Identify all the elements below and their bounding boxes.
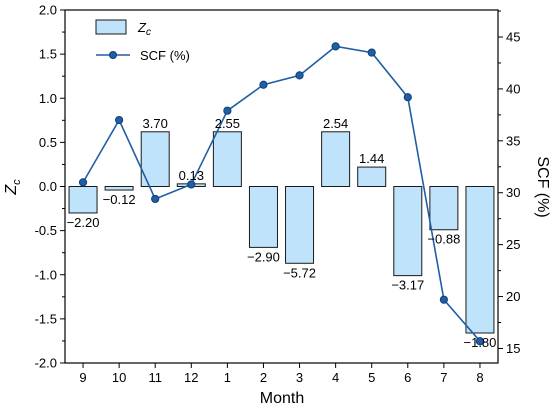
scf-point-7 — [439, 295, 448, 304]
bar-value-label: 1.44 — [359, 151, 384, 166]
bars-layer — [68, 131, 495, 334]
scf-point-11 — [151, 194, 160, 204]
x-tick-label: 9 — [79, 370, 86, 385]
x-tick-label: 3 — [296, 370, 303, 385]
x-tick-label: 6 — [404, 370, 411, 385]
bar-zc-7 — [429, 186, 459, 231]
legend-label-zc: Zc — [137, 20, 151, 38]
legend-label-scf: SCF (%) — [140, 48, 190, 63]
bar-value-label: −1.80 — [464, 335, 497, 350]
x-tick-label: 7 — [440, 370, 447, 385]
bar-zc-6 — [393, 186, 423, 277]
y-right-tick-label: 25 — [506, 237, 520, 252]
bar-value-label: −2.90 — [247, 249, 280, 264]
bar-zc-10 — [104, 186, 134, 191]
legend: Zc SCF (%) — [95, 19, 190, 63]
bar-value-label: −3.17 — [391, 278, 424, 293]
x-tick-label: 8 — [476, 370, 483, 385]
x-tick-label: 4 — [332, 370, 339, 385]
scf-line — [82, 45, 481, 342]
bar-zc-4 — [321, 131, 351, 188]
scf-point-10 — [115, 115, 124, 125]
bar-value-label: 2.54 — [323, 116, 348, 131]
labels-layer: −2.20−0.12 3.70 0.13 2.55 −2.90−5.72 2.54 1.44… — [67, 116, 497, 350]
bar-zc-9 — [68, 186, 98, 214]
y-right-tick-label: 20 — [506, 289, 520, 304]
x-tick-label: 1 — [224, 370, 231, 385]
x-axis-title: Month — [260, 390, 304, 407]
bar-value-label: −0.12 — [103, 192, 136, 207]
y-left-tick-label: -2.0 — [35, 356, 57, 371]
x-tick-label: 2 — [260, 370, 267, 385]
bar-zc-1 — [212, 131, 242, 188]
bar-value-label: −5.72 — [283, 265, 316, 280]
y-axis-right-title: SCF (%) — [534, 156, 550, 217]
line-layer — [78, 42, 485, 346]
scf-point-3 — [295, 71, 304, 80]
y-right-tick-label: 45 — [506, 29, 520, 44]
scf-point-12 — [187, 180, 196, 189]
y-left-tick-label: -1.5 — [35, 311, 57, 326]
x-tick-label: 10 — [112, 370, 126, 385]
bar-value-label: 2.55 — [215, 116, 240, 131]
bar-zc-2 — [248, 186, 278, 248]
scf-point-4 — [331, 42, 340, 51]
scf-point-6 — [403, 93, 412, 102]
y-left-tick-label: 2.0 — [39, 3, 57, 18]
x-tick-label: 5 — [368, 370, 375, 385]
y-left-tick-label: -1.0 — [35, 267, 57, 282]
y-left-tick-label: 0.0 — [39, 179, 57, 194]
y-left-tick-label: 0.5 — [39, 135, 57, 150]
y-right-tick-label: 35 — [506, 133, 520, 148]
scf-point-5 — [367, 48, 376, 57]
y-right-tick-label: 15 — [506, 341, 520, 356]
x-tick-label: 11 — [148, 370, 162, 385]
bar-value-label: 3.70 — [143, 116, 168, 131]
scf-point-2 — [259, 80, 268, 89]
legend-bar-swatch — [95, 19, 127, 35]
y-left-tick-label: 1.5 — [39, 47, 57, 62]
y-right-tick-label: 40 — [506, 81, 520, 96]
x-tick-label: 12 — [184, 370, 198, 385]
y-right-tick-label: 30 — [506, 185, 520, 200]
bar-value-label: 0.13 — [179, 168, 204, 183]
y-axis-left-title: Zc — [3, 179, 23, 196]
y-left-tick-label: -0.5 — [35, 223, 57, 238]
axes-layer: -2.0-1.5-1.0-0.50.00.51.01.52.0152025303… — [35, 3, 521, 386]
scf-point-8 — [475, 337, 485, 346]
scf-point-1 — [223, 106, 232, 115]
bar-value-label: −2.20 — [67, 215, 100, 230]
bar-zc-5 — [357, 166, 387, 188]
bar-value-label: −0.88 — [427, 232, 460, 247]
y-left-tick-label: 1.0 — [39, 91, 57, 106]
bar-zc-8 — [465, 186, 495, 334]
scf-point-9 — [78, 178, 88, 187]
legend-marker-swatch — [109, 51, 117, 59]
bar-zc-3 — [285, 186, 315, 264]
